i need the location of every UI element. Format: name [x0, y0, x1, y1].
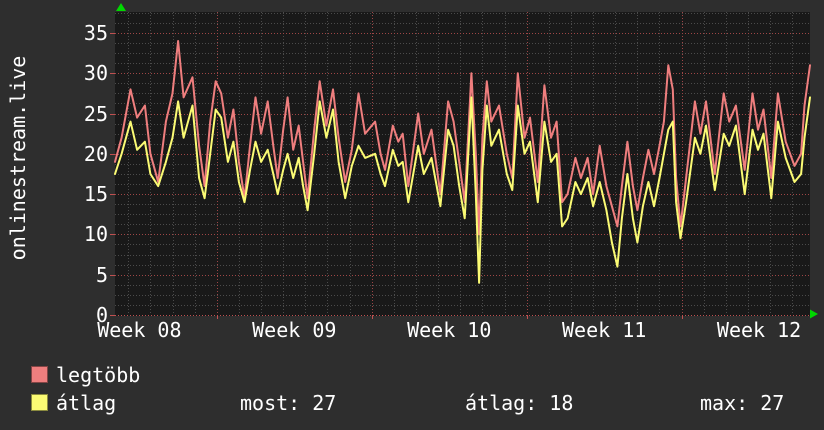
x-tick-label: Week 11 [561, 318, 647, 342]
y-tick-label: 10 [83, 222, 108, 247]
y-tick-label: 30 [83, 61, 108, 86]
legend-swatch-atlag [31, 394, 48, 411]
x-tick-label: Week 08 [97, 318, 182, 342]
stat-max: max: 27 [700, 391, 785, 415]
x-tick-label: Week 09 [252, 318, 337, 342]
legend-label-legtobb: legtöbb [56, 363, 141, 387]
series-line-atlag [114, 96, 811, 284]
legend-swatch-legtobb [31, 366, 48, 383]
y-tick-label: 35 [83, 20, 108, 45]
y-axis-arrow-icon [116, 3, 126, 11]
x-tick-label: Week 12 [716, 318, 802, 342]
y-tick-label: 5 [95, 262, 108, 287]
x-axis-arrow-icon [810, 309, 818, 319]
stat-atlag: átlag: 18 [465, 391, 574, 415]
y-tick-label: 25 [83, 101, 108, 126]
plot-area [115, 12, 810, 316]
stat-most: most: 27 [240, 391, 337, 415]
y-tick-label: 0 [95, 303, 108, 327]
y-tick-label: 20 [83, 141, 108, 166]
legend-label-atlag: átlag [56, 391, 117, 415]
series-line-legtobb [114, 40, 811, 236]
y-tick-label: 15 [83, 182, 108, 207]
x-tick-label: Week 10 [407, 318, 492, 342]
